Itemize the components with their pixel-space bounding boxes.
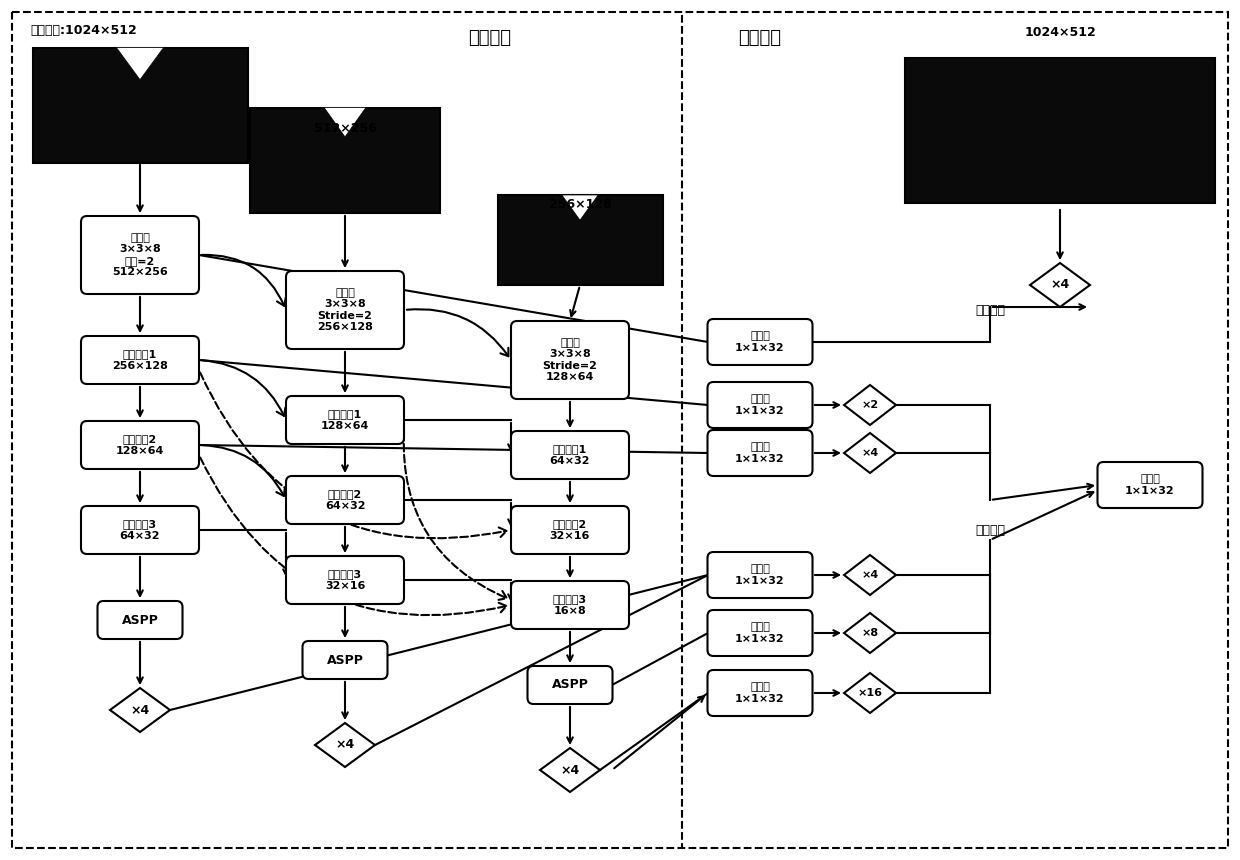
FancyBboxPatch shape bbox=[1097, 462, 1203, 508]
Text: 残差模块2
128×64: 残差模块2 128×64 bbox=[115, 434, 164, 456]
FancyBboxPatch shape bbox=[81, 506, 198, 554]
Text: 残差模块1
128×64: 残差模块1 128×64 bbox=[321, 409, 370, 431]
FancyBboxPatch shape bbox=[303, 641, 387, 679]
Text: 1024×512: 1024×512 bbox=[1024, 26, 1096, 39]
Text: 残差模块3
32×16: 残差模块3 32×16 bbox=[325, 569, 366, 591]
FancyBboxPatch shape bbox=[511, 506, 629, 554]
Text: 卷积层
1×1×32: 卷积层 1×1×32 bbox=[735, 682, 785, 703]
FancyBboxPatch shape bbox=[708, 610, 812, 656]
Text: 残差模块1
256×128: 残差模块1 256×128 bbox=[112, 349, 167, 371]
Text: 卷积层
3×3×8
Stride=2
128×64: 卷积层 3×3×8 Stride=2 128×64 bbox=[543, 338, 598, 383]
Text: 残差模块1
64×32: 残差模块1 64×32 bbox=[549, 445, 590, 466]
Text: 卷积层
1×1×32: 卷积层 1×1×32 bbox=[735, 394, 785, 415]
Polygon shape bbox=[1030, 263, 1090, 307]
Text: 残差模块2
64×32: 残差模块2 64×32 bbox=[325, 489, 366, 511]
FancyBboxPatch shape bbox=[81, 336, 198, 384]
FancyBboxPatch shape bbox=[81, 216, 198, 294]
FancyArrowPatch shape bbox=[200, 372, 506, 538]
FancyArrowPatch shape bbox=[202, 255, 285, 306]
Bar bbox=[32, 47, 248, 163]
FancyArrowPatch shape bbox=[407, 310, 508, 356]
Polygon shape bbox=[315, 723, 374, 767]
Text: 残差模块2
32×16: 残差模块2 32×16 bbox=[549, 519, 590, 541]
FancyBboxPatch shape bbox=[708, 552, 812, 598]
Text: ×4: ×4 bbox=[862, 570, 879, 580]
Polygon shape bbox=[324, 108, 366, 137]
Text: ×4: ×4 bbox=[560, 764, 579, 777]
FancyBboxPatch shape bbox=[708, 382, 812, 428]
Bar bbox=[905, 58, 1215, 202]
Text: ×16: ×16 bbox=[858, 688, 883, 698]
Polygon shape bbox=[110, 688, 170, 732]
FancyArrowPatch shape bbox=[200, 458, 506, 615]
Polygon shape bbox=[117, 47, 164, 80]
Text: 卷积层
1×1×32: 卷积层 1×1×32 bbox=[1125, 474, 1174, 496]
Text: ASPP: ASPP bbox=[122, 613, 159, 626]
Text: 残差模块3
64×32: 残差模块3 64×32 bbox=[120, 519, 160, 541]
Text: 512×256: 512×256 bbox=[314, 121, 377, 134]
FancyBboxPatch shape bbox=[81, 421, 198, 469]
Text: ×4: ×4 bbox=[1050, 279, 1070, 292]
FancyBboxPatch shape bbox=[708, 670, 812, 716]
Text: 解码部分: 解码部分 bbox=[739, 29, 781, 47]
Text: ×8: ×8 bbox=[862, 628, 879, 638]
Text: 卷积层
1×1×32: 卷积层 1×1×32 bbox=[735, 622, 785, 644]
Text: 相加融合: 相加融合 bbox=[975, 524, 1004, 537]
Text: ×2: ×2 bbox=[862, 400, 879, 410]
Text: ×4: ×4 bbox=[862, 448, 879, 458]
Polygon shape bbox=[562, 195, 598, 220]
FancyBboxPatch shape bbox=[511, 431, 629, 479]
FancyBboxPatch shape bbox=[511, 581, 629, 629]
FancyArrowPatch shape bbox=[202, 360, 285, 416]
FancyBboxPatch shape bbox=[286, 396, 404, 444]
Polygon shape bbox=[844, 555, 897, 595]
Polygon shape bbox=[844, 385, 897, 425]
Polygon shape bbox=[844, 433, 897, 473]
Text: ASPP: ASPP bbox=[552, 679, 589, 691]
Text: 卷积层
3×3×8
Stride=2
256×128: 卷积层 3×3×8 Stride=2 256×128 bbox=[317, 287, 373, 333]
Text: 卷积层
1×1×32: 卷积层 1×1×32 bbox=[735, 442, 785, 464]
FancyArrowPatch shape bbox=[202, 445, 285, 496]
Bar bbox=[250, 108, 440, 212]
Text: 卷积层
1×1×32: 卷积层 1×1×32 bbox=[735, 331, 785, 353]
Text: 卷积层
3×3×8
步长=2
512×256: 卷积层 3×3×8 步长=2 512×256 bbox=[112, 232, 167, 278]
FancyBboxPatch shape bbox=[708, 430, 812, 476]
Polygon shape bbox=[844, 613, 897, 653]
Text: ASPP: ASPP bbox=[326, 654, 363, 666]
FancyArrowPatch shape bbox=[404, 433, 507, 600]
Text: 卷积层
1×1×32: 卷积层 1×1×32 bbox=[735, 564, 785, 586]
Text: 残差模块3
16×8: 残差模块3 16×8 bbox=[553, 594, 587, 616]
Polygon shape bbox=[844, 673, 897, 713]
Text: 编码部分: 编码部分 bbox=[469, 29, 511, 47]
Text: 256×128: 256×128 bbox=[548, 199, 611, 212]
FancyBboxPatch shape bbox=[527, 666, 613, 704]
FancyBboxPatch shape bbox=[708, 319, 812, 365]
FancyBboxPatch shape bbox=[98, 601, 182, 639]
Polygon shape bbox=[539, 748, 600, 792]
FancyBboxPatch shape bbox=[286, 556, 404, 604]
Text: ×4: ×4 bbox=[130, 703, 150, 716]
FancyBboxPatch shape bbox=[12, 12, 1228, 848]
Text: ×4: ×4 bbox=[335, 739, 355, 752]
Bar bbox=[497, 195, 662, 285]
FancyBboxPatch shape bbox=[511, 321, 629, 399]
FancyBboxPatch shape bbox=[286, 476, 404, 524]
Text: 相加融合: 相加融合 bbox=[975, 304, 1004, 316]
FancyBboxPatch shape bbox=[286, 271, 404, 349]
Text: 输入尺寸:1024×512: 输入尺寸:1024×512 bbox=[30, 23, 136, 36]
